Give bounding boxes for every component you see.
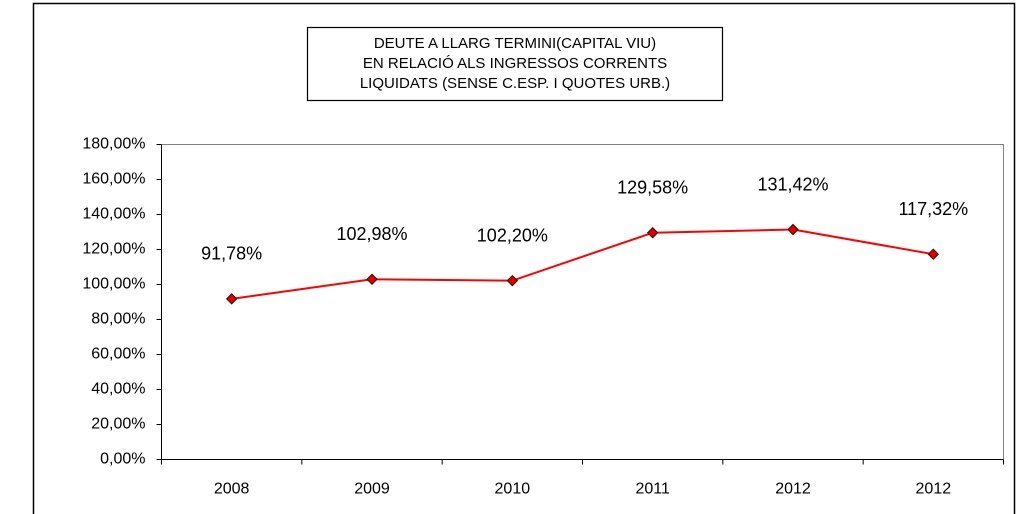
chart-title: EN RELACIÓ ALS INGRESSOS CORRENTS xyxy=(363,55,667,72)
x-tick-label: 2010 xyxy=(495,481,531,498)
x-tick-label: 2009 xyxy=(354,481,390,498)
y-tick-label: 20,00% xyxy=(91,416,145,433)
y-tick-label: 180,00% xyxy=(82,136,145,153)
y-tick-label: 120,00% xyxy=(82,241,145,258)
chart-border xyxy=(32,2,1016,514)
x-tick-label: 2008 xyxy=(214,481,250,498)
series-line xyxy=(231,228,934,300)
data-point xyxy=(787,223,799,236)
title-box xyxy=(306,26,724,102)
plot-area xyxy=(161,144,1004,460)
y-tick-label: 60,00% xyxy=(91,346,145,363)
y-tick-label: 40,00% xyxy=(91,381,145,398)
data-point xyxy=(646,227,659,239)
data-point xyxy=(225,293,238,305)
data-label: 131,42% xyxy=(757,174,828,194)
x-tick-label: 2012 xyxy=(916,481,952,498)
y-tick-label: 100,00% xyxy=(82,276,145,293)
chart-title: DEUTE A LLARG TERMINI(CAPITAL VIU) xyxy=(374,35,656,52)
y-tick-label: 140,00% xyxy=(82,206,145,223)
data-point xyxy=(927,248,940,260)
data-label: 129,58% xyxy=(617,177,688,197)
data-point xyxy=(366,273,378,285)
data-label: 117,32% xyxy=(898,199,968,219)
chart-title: LIQUIDATS (SENSE C.ESP. I QUOTES URB.) xyxy=(360,75,670,92)
x-tick-label: 2012 xyxy=(775,481,811,498)
y-tick-label: 80,00% xyxy=(91,311,145,328)
data-label: 91,78% xyxy=(201,244,262,264)
data-label: 102,20% xyxy=(477,225,548,245)
y-tick-label: 160,00% xyxy=(82,171,145,188)
y-tick-label: 0,00% xyxy=(100,451,145,468)
data-point xyxy=(506,274,519,287)
x-tick-label: 2011 xyxy=(635,481,670,498)
data-label: 102,98% xyxy=(336,224,407,244)
